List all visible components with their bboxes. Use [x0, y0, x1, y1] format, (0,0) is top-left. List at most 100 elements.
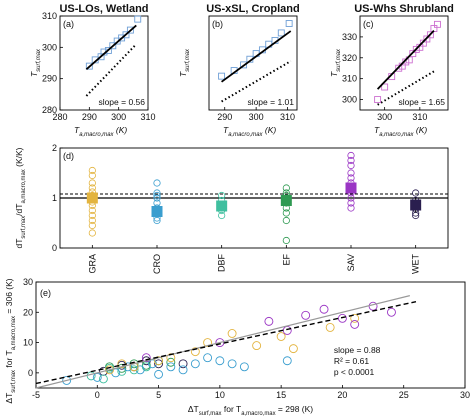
one-to-one-line	[377, 70, 435, 106]
x-tick-label: 20	[337, 390, 347, 400]
stats-annotation: R² = 0.61	[334, 356, 369, 366]
category-label: WET	[411, 254, 421, 274]
category-label: GRA	[87, 254, 97, 274]
plot-frame	[59, 15, 149, 111]
data-point	[109, 42, 117, 50]
data-point	[423, 35, 431, 43]
x-tick-label: -5	[32, 390, 40, 400]
data-point	[240, 61, 248, 69]
y-axis-label: dTsurf,max/dTa,macro,max (K/K)	[14, 147, 27, 248]
individual-point	[218, 211, 226, 220]
fit-line	[35, 301, 417, 385]
y-axis-label: Tsurf,max	[178, 48, 191, 77]
individual-point	[88, 221, 96, 230]
data-point	[215, 356, 225, 366]
one-to-one-line	[35, 295, 410, 389]
individual-point	[153, 216, 161, 225]
y-tick-label: 330	[342, 32, 357, 42]
data-point	[104, 47, 112, 54]
plot-frame	[208, 15, 298, 111]
fit-line	[221, 30, 292, 83]
data-point	[154, 356, 164, 366]
fit-line	[85, 24, 137, 70]
individual-point	[153, 191, 161, 200]
y-tick-label: 2	[52, 143, 57, 153]
individual-point	[347, 161, 355, 170]
individual-point	[88, 229, 96, 237]
individual-point	[347, 151, 355, 160]
individual-point	[88, 206, 96, 215]
data-point	[227, 329, 237, 338]
data-point	[264, 316, 274, 326]
y-tick-label: 300	[42, 42, 57, 52]
data-point	[129, 365, 139, 375]
individual-point	[282, 184, 290, 192]
category-label: DBF	[217, 253, 227, 272]
individual-point	[347, 169, 355, 177]
individual-point	[153, 189, 161, 197]
individual-point	[88, 216, 96, 225]
mean-marker	[345, 182, 357, 194]
individual-point	[347, 156, 355, 165]
data-point	[203, 338, 213, 348]
y-tick-label: 0	[52, 243, 57, 253]
panel-label: (b)	[212, 19, 223, 29]
data-point	[203, 353, 213, 363]
data-point	[285, 20, 293, 27]
data-point	[218, 72, 226, 80]
data-point	[277, 29, 285, 37]
x-axis-label: Ta,macro,max (K)	[374, 125, 427, 138]
panel-label: (a)	[63, 19, 74, 29]
data-point	[135, 365, 145, 375]
panel-title: US-LOs, Wetland	[59, 3, 148, 15]
x-tick-label: 300	[111, 112, 126, 122]
data-point	[301, 310, 311, 320]
data-point	[126, 26, 134, 34]
slope-annotation: slope = 1.01	[247, 97, 294, 107]
y-tick-label: 0	[28, 368, 33, 378]
y-tick-label: 20	[23, 307, 33, 317]
x-tick-label: 310	[140, 112, 155, 122]
x-axis-label: ΔTsurf,max for Ta,macro,max = 298 (K)	[188, 404, 313, 417]
data-point	[98, 374, 108, 384]
x-tick-label: 280	[52, 112, 67, 122]
panel-d: (d) 0 1 2 GRA CRO DBF EF SAV WET dTsurf,max/dTa,ma…	[14, 143, 449, 274]
data-point	[227, 359, 237, 369]
y-tick-label: 280	[42, 105, 57, 115]
one-to-one-line	[221, 60, 292, 103]
data-point	[412, 45, 420, 53]
individual-point	[88, 179, 96, 187]
data-point	[276, 332, 286, 341]
x-axis-label: Ta,macro,max (K)	[74, 125, 127, 138]
x-tick-label: 30	[460, 390, 470, 400]
individual-point	[347, 199, 355, 207]
individual-point	[347, 174, 355, 182]
plot-frame	[359, 15, 449, 111]
panel-label: (e)	[40, 288, 51, 298]
individual-point	[88, 184, 96, 192]
data-point	[154, 369, 164, 379]
data-point	[252, 341, 262, 351]
fit-line	[376, 29, 435, 90]
mean-marker	[86, 192, 98, 204]
individual-point	[282, 209, 290, 217]
y-tick-label: 290	[42, 74, 57, 84]
stats-annotation: p < 0.0001	[334, 367, 375, 377]
x-tick-label: 290	[217, 112, 232, 122]
data-point	[178, 359, 188, 369]
x-tick-label: 10	[215, 390, 225, 400]
data-point	[381, 83, 389, 91]
data-point	[62, 375, 72, 385]
panel-b: US-xSL, Cropland (b) 290 300 310 slope = 1.01…	[178, 3, 300, 138]
data-point	[282, 326, 292, 335]
x-tick-label: 300	[377, 112, 392, 122]
data-point	[239, 362, 249, 372]
panel-label: (d)	[63, 151, 74, 161]
data-point	[190, 347, 200, 357]
data-point	[166, 357, 176, 367]
data-point	[178, 365, 188, 375]
y-axis-label: ΔTsurf,max for Ta,macro,max = 306 (K)	[4, 278, 17, 403]
mean-marker	[280, 195, 292, 206]
y-axis-label: Tsurf,max	[329, 48, 342, 77]
